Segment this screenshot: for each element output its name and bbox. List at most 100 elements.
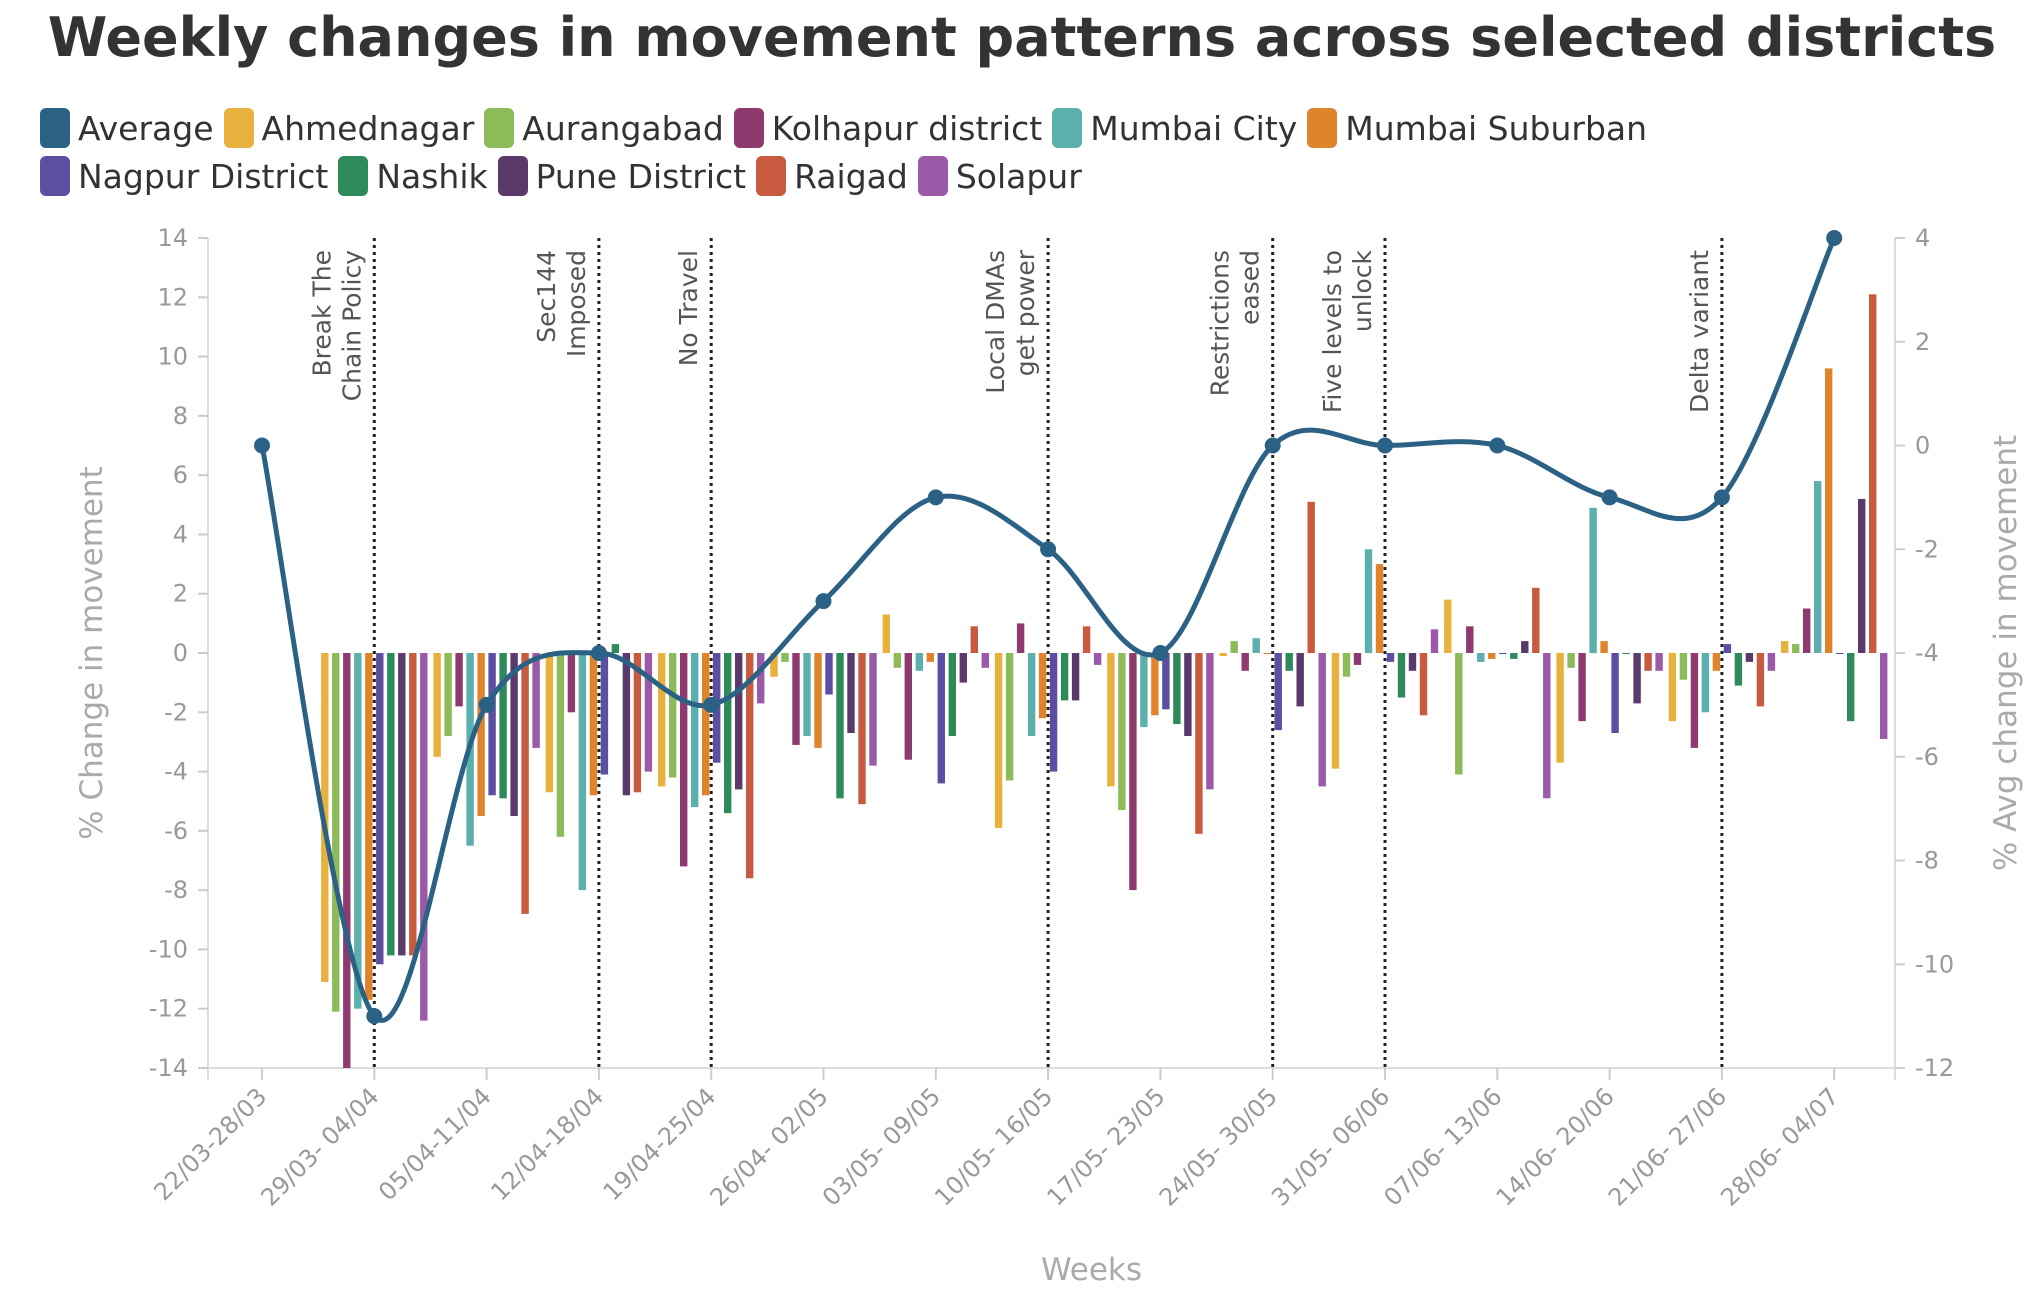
- y-tick-label: -6: [164, 817, 188, 845]
- bar: [1082, 626, 1091, 653]
- x-axis-title: Weeks: [1041, 1252, 1142, 1288]
- bar: [724, 653, 732, 814]
- bar: [1184, 653, 1192, 736]
- x-tick-label: 31/05- 06/06: [1266, 1082, 1395, 1211]
- event-annotation: Five levels to: [1318, 250, 1347, 413]
- bar: [1274, 653, 1282, 731]
- bar: [354, 653, 362, 1009]
- average-point: [1826, 230, 1843, 246]
- bar: [1858, 498, 1866, 653]
- y-tick-label: -10: [149, 935, 188, 963]
- bar: [1151, 653, 1159, 716]
- bar: [847, 653, 855, 733]
- x-tick-label: 24/05- 30/05: [1154, 1082, 1283, 1211]
- bar: [1477, 653, 1485, 662]
- bar: [1397, 653, 1406, 698]
- bar: [1408, 653, 1417, 671]
- bar: [1140, 653, 1148, 728]
- event-annotation: Restrictions: [1206, 250, 1235, 396]
- bar: [1836, 653, 1844, 654]
- y-tick-label: 6: [173, 461, 188, 489]
- legend-label: Solapur: [955, 156, 1082, 196]
- bar: [521, 653, 529, 914]
- x-tick-label: 17/05- 23/05: [1042, 1082, 1171, 1211]
- legend-swatch: [40, 108, 70, 148]
- bar: [1734, 653, 1743, 686]
- bar: [387, 653, 395, 956]
- bar: [1655, 653, 1663, 671]
- bar: [365, 653, 373, 1000]
- bar: [1038, 653, 1047, 719]
- bar: [578, 653, 587, 891]
- legend-label: Average: [78, 108, 214, 148]
- bar: [1049, 653, 1058, 772]
- bar: [1690, 653, 1699, 748]
- legend-label: Ahmednagar: [261, 108, 475, 148]
- bar: [994, 653, 1003, 828]
- bar: [781, 653, 789, 662]
- bar: [1567, 653, 1575, 668]
- average-point: [1489, 437, 1506, 454]
- average-point: [1713, 489, 1730, 506]
- bar: [1466, 626, 1474, 653]
- bar: [1318, 653, 1326, 787]
- y2-tick-label: -6: [1915, 743, 1939, 771]
- bar: [735, 653, 743, 790]
- bar: [1230, 641, 1238, 653]
- event-annotation: Imposed: [562, 250, 591, 357]
- y2-tick-label: -10: [1915, 950, 1954, 978]
- bar: [477, 653, 485, 816]
- bar: [1364, 549, 1373, 654]
- bar: [1611, 653, 1619, 733]
- legend-label: Kolhapur district: [771, 108, 1043, 148]
- y-tick-label: 0: [173, 639, 188, 667]
- chart-title: Weekly changes in movement patterns acro…: [47, 6, 1997, 69]
- bar: [633, 653, 642, 793]
- bar: [1869, 294, 1877, 653]
- legend-swatch: [338, 156, 369, 196]
- bar: [1430, 629, 1439, 653]
- bar: [1880, 653, 1888, 739]
- bar: [669, 653, 677, 778]
- event-annotation: eased: [1236, 250, 1265, 325]
- y-tick-label: 12: [157, 283, 188, 311]
- legend-label: Mumbai Suburban: [1345, 108, 1648, 148]
- bar: [532, 653, 540, 748]
- bar: [981, 653, 989, 668]
- bar: [556, 653, 565, 837]
- bar: [1488, 653, 1496, 659]
- y2-tick-label: -4: [1915, 639, 1939, 667]
- average-point: [366, 1008, 383, 1025]
- bar: [1847, 653, 1855, 722]
- average-point: [1601, 489, 1618, 506]
- average-point: [478, 696, 495, 713]
- bar: [1375, 564, 1384, 653]
- y2-tick-label: 4: [1915, 224, 1930, 252]
- bar: [1016, 623, 1025, 653]
- bar: [1206, 653, 1214, 790]
- bar: [420, 653, 428, 1021]
- bar: [1093, 653, 1102, 665]
- bar: [915, 653, 923, 671]
- y-tick-label: -4: [164, 758, 188, 786]
- bar: [792, 653, 800, 745]
- legend-item: Nashik: [338, 156, 488, 196]
- bar: [1701, 653, 1710, 713]
- bar: [1353, 653, 1362, 665]
- bar: [600, 653, 609, 775]
- bar: [332, 653, 340, 1012]
- chart-legend: Average Ahmednagar Aurangabad Kolhapur dist…: [40, 104, 2020, 200]
- bar: [1060, 653, 1069, 701]
- y-axis-title: % Change in movement: [74, 466, 110, 840]
- bar: [803, 653, 811, 736]
- x-tick-label: 03/05- 09/05: [817, 1082, 946, 1211]
- bar: [409, 653, 417, 956]
- bar: [1219, 653, 1227, 656]
- legend-swatch: [484, 108, 515, 148]
- legend-swatch: [756, 156, 787, 196]
- legend-item: Nagpur District: [40, 156, 328, 196]
- x-tick-label: 10/05- 16/05: [929, 1082, 1058, 1211]
- bar: [567, 653, 576, 713]
- bar: [644, 653, 653, 772]
